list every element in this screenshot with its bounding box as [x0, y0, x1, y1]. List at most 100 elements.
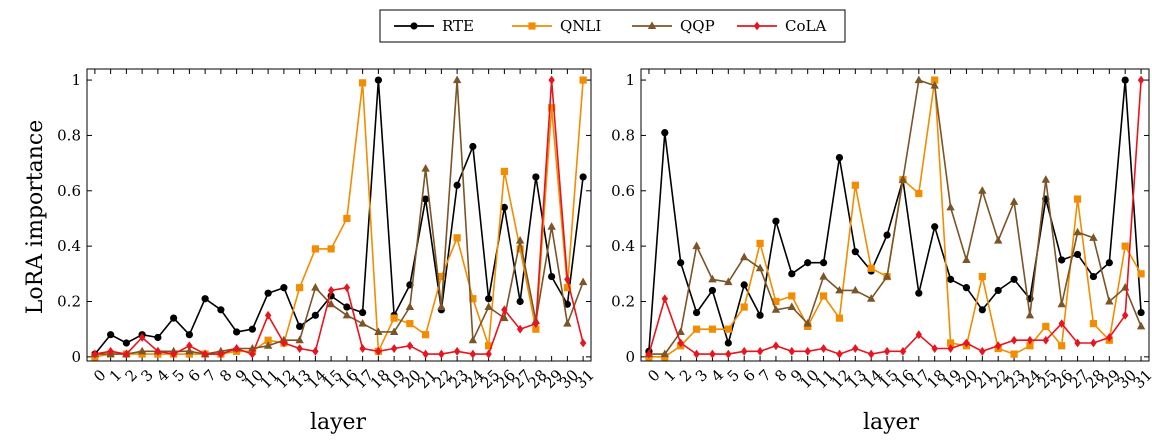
point-rte-1: [661, 129, 669, 137]
point-qnli-11: [819, 292, 828, 300]
x-tick-label: 1: [106, 366, 125, 385]
point-cola-5: [170, 349, 177, 359]
point-cola-27: [1074, 338, 1081, 348]
point-qnli-18: [931, 76, 939, 84]
series-cola: [91, 75, 587, 359]
x-tick-label: 4: [153, 366, 172, 385]
point-qnli-19: [390, 314, 398, 322]
point-rte-14: [311, 311, 319, 319]
point-rte-18: [931, 223, 939, 231]
x-tick-label: 7: [200, 366, 219, 385]
x-tick-label: 5: [724, 366, 743, 385]
point-rte-24: [469, 142, 477, 151]
x-tick-label: 8: [216, 366, 235, 385]
point-cola-13: [296, 344, 303, 353]
point-qqp-24: [468, 335, 478, 344]
point-qqp-16: [342, 310, 352, 319]
point-cola-26: [501, 305, 508, 315]
point-qqp-27: [515, 236, 525, 244]
point-qqp-11: [819, 271, 828, 280]
point-qqp-20: [962, 255, 971, 263]
point-cola-3: [693, 349, 700, 359]
point-rte-26: [1058, 256, 1066, 264]
point-qqp-14: [866, 294, 876, 302]
point-qnli-24: [1026, 342, 1034, 350]
point-qqp-27: [1073, 227, 1082, 236]
point-rte-22: [994, 286, 1002, 295]
point-cola-7: [201, 349, 209, 359]
point-rte-21: [422, 195, 430, 203]
point-rte-9: [788, 270, 796, 278]
point-cola-22: [994, 341, 1002, 351]
point-cola-26: [1058, 319, 1065, 329]
point-cola-5: [725, 349, 732, 359]
point-cola-6: [740, 346, 748, 356]
point-qnli-24: [469, 295, 477, 303]
legend-marker-qqp: [647, 21, 657, 29]
point-cola-10: [804, 346, 811, 356]
legend-label: QQP: [680, 17, 715, 35]
x-tick-label: 8: [771, 366, 790, 385]
point-qqp-15: [882, 271, 892, 280]
point-qqp-22: [437, 302, 446, 311]
point-rte-30: [1121, 76, 1129, 84]
point-cola-30: [1121, 310, 1129, 320]
series-qnli: [91, 76, 587, 361]
point-cola-28: [532, 319, 540, 329]
y-tick-label: 0.8: [611, 126, 635, 144]
point-cola-9: [233, 344, 240, 353]
point-rte-20: [962, 284, 971, 292]
point-rte-13: [851, 248, 859, 256]
point-rte-10: [804, 259, 812, 267]
series-cola: [645, 75, 1145, 359]
point-cola-12: [280, 338, 288, 348]
point-qqp-3: [692, 241, 701, 250]
point-rte-21: [978, 306, 986, 314]
y-tick-label: 1: [625, 71, 635, 89]
point-qnli-29: [548, 104, 556, 112]
point-cola-1: [107, 346, 114, 356]
point-qnli-17: [915, 189, 923, 198]
point-qqp-19: [389, 327, 399, 335]
point-cola-10: [249, 349, 256, 359]
point-qqp-29: [547, 222, 556, 230]
point-cola-18: [375, 346, 382, 356]
point-qqp-6: [185, 346, 194, 355]
x-tick-label: 31: [1130, 366, 1152, 392]
point-cola-29: [1106, 333, 1113, 342]
point-qnli-23: [1010, 350, 1018, 358]
point-qnli-30: [1121, 242, 1129, 250]
point-qnli-31: [1137, 270, 1145, 278]
point-qqp-9: [787, 302, 797, 311]
point-qnli-3: [692, 325, 701, 333]
point-qnli-14: [867, 264, 875, 272]
point-cola-16: [343, 283, 351, 293]
point-qqp-30: [563, 319, 572, 327]
y-tick-label: 0: [71, 348, 81, 366]
point-cola-18: [931, 344, 938, 353]
point-rte-13: [296, 322, 304, 331]
point-qnli-28: [532, 325, 540, 333]
point-qqp-13: [295, 335, 304, 344]
point-qnli-7: [756, 239, 764, 247]
x-tick-label: 3: [692, 366, 711, 385]
series-line-qqp: [94, 79, 584, 355]
point-qnli-20: [406, 320, 414, 328]
legend-entry-rte: RTE: [394, 17, 474, 35]
series-qqp: [644, 75, 1146, 358]
point-qqp-16: [898, 175, 908, 183]
point-qqp-31: [1136, 321, 1146, 330]
point-qqp-2: [676, 327, 685, 335]
point-qnli-26: [500, 167, 508, 176]
point-qnli-16: [343, 214, 351, 223]
point-rte-12: [280, 284, 288, 292]
x-tick-label: 0: [644, 366, 663, 385]
point-qqp-10: [803, 319, 812, 327]
point-rte-25: [485, 295, 493, 303]
point-qnli-19: [946, 339, 955, 347]
point-rte-7: [756, 311, 764, 319]
x-tick-label: 5: [169, 366, 188, 385]
point-qqp-21: [978, 186, 987, 194]
point-cola-25: [1042, 335, 1050, 345]
